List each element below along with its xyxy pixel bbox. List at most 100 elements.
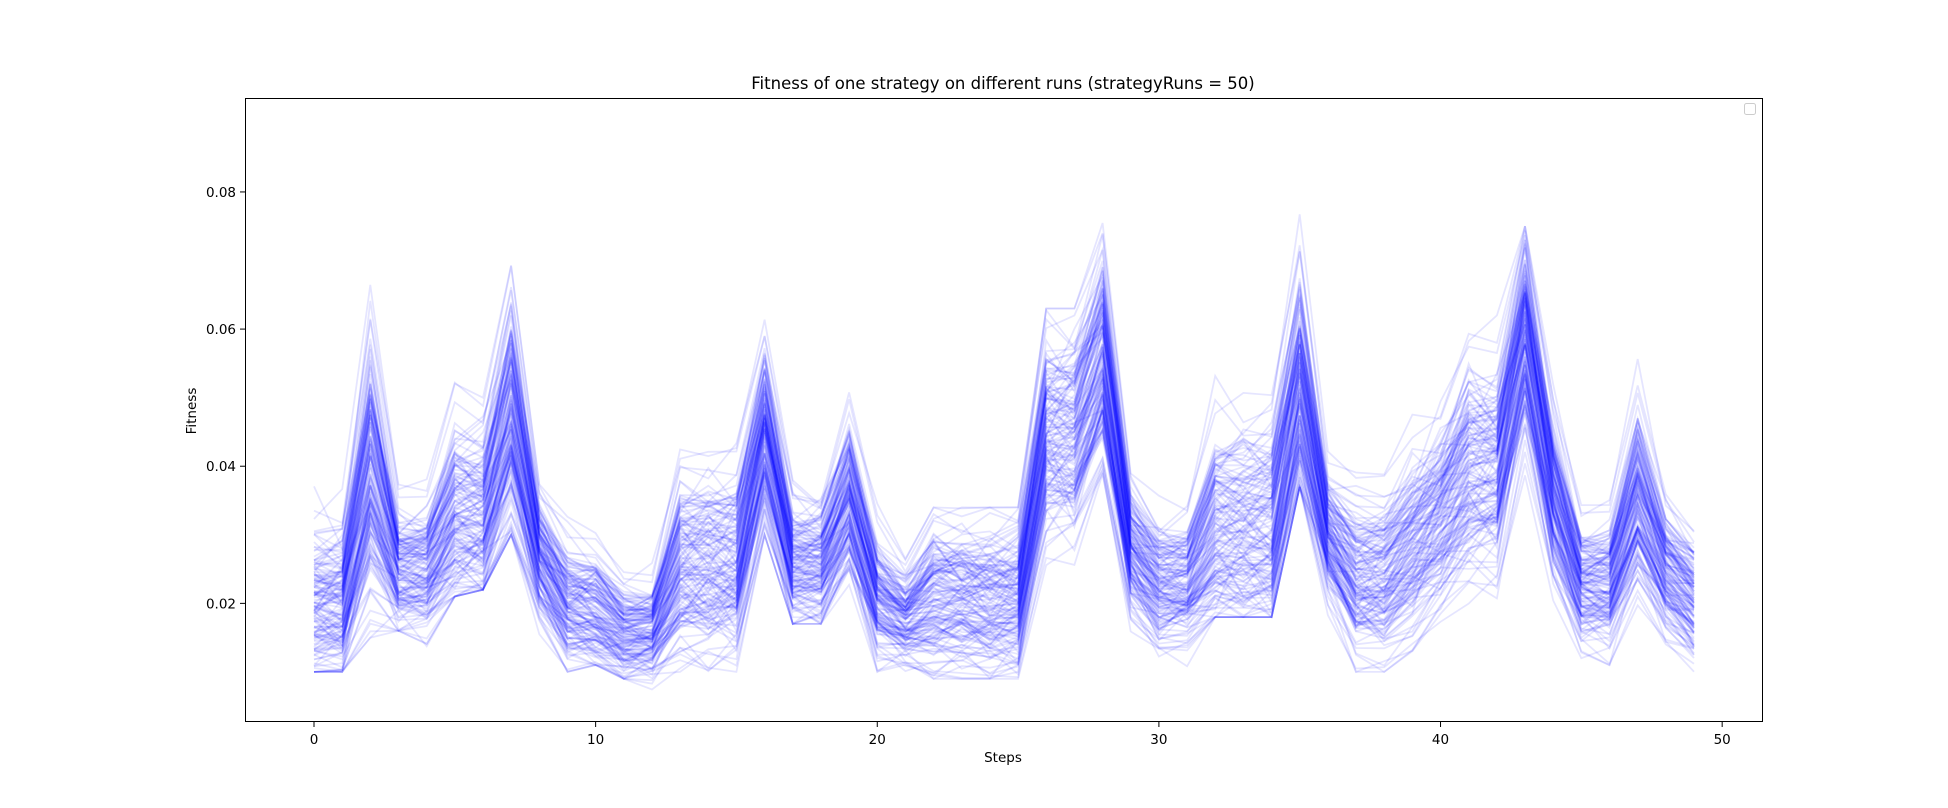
run-line: [313, 290, 1695, 634]
run-line: [313, 280, 1695, 613]
run-line: [313, 234, 1695, 586]
y-tick-label: 0.06: [206, 322, 236, 338]
x-tick-label: 30: [1150, 732, 1167, 748]
x-axis-label: Steps: [984, 750, 1022, 766]
run-line: [313, 324, 1695, 636]
run-line: [313, 266, 1695, 604]
run-line: [313, 283, 1695, 621]
run-line: [313, 239, 1695, 606]
chart-title: Fitness of one strategy on different run…: [751, 74, 1254, 93]
run-line: [313, 226, 1695, 597]
run-line: [313, 315, 1695, 621]
run-line: [313, 400, 1695, 668]
run-line: [313, 294, 1695, 612]
run-line: [313, 300, 1695, 616]
run-line: [313, 385, 1695, 656]
run-line: [313, 311, 1695, 630]
run-line: [313, 349, 1695, 647]
run-line: [313, 263, 1695, 617]
run-line: [313, 361, 1695, 652]
run-line: [313, 356, 1695, 656]
run-line: [313, 286, 1695, 613]
run-line: [313, 242, 1695, 616]
run-line: [313, 302, 1695, 614]
run-line: [313, 388, 1695, 666]
run-line: [313, 390, 1695, 665]
run-line: [313, 239, 1695, 601]
run-line: [313, 342, 1695, 624]
run-line: [313, 274, 1695, 619]
legend-box: [1744, 103, 1756, 115]
x-tick-label: 10: [587, 732, 604, 748]
run-line: [313, 247, 1695, 613]
run-line: [313, 295, 1695, 618]
run-line: [313, 270, 1695, 608]
run-line: [313, 369, 1695, 648]
run-line: [314, 426, 1695, 680]
run-line: [313, 344, 1695, 655]
run-line: [313, 324, 1695, 634]
run-line: [313, 291, 1695, 644]
run-line: [313, 399, 1695, 685]
run-line: [313, 297, 1695, 632]
run-line: [313, 287, 1695, 605]
run-line: [313, 321, 1695, 630]
run-line: [313, 311, 1695, 621]
x-tick-label: 40: [1432, 732, 1449, 748]
run-line: [313, 373, 1695, 662]
run-line: [313, 379, 1695, 669]
run-line: [313, 344, 1695, 648]
run-line: [313, 389, 1695, 658]
run-line: [313, 265, 1695, 611]
run-line: [313, 311, 1695, 639]
run-line: [313, 359, 1695, 652]
run-line: [313, 286, 1695, 621]
run-line: [313, 300, 1695, 623]
run-line: [313, 329, 1695, 644]
run-line: [313, 369, 1695, 640]
run-line: [313, 225, 1695, 577]
run-line: [313, 386, 1695, 676]
run-line: [313, 292, 1695, 616]
run-line: [313, 280, 1695, 616]
run-line: [313, 351, 1695, 652]
run-line: [313, 370, 1695, 651]
run-line: [313, 300, 1695, 642]
run-line: [313, 343, 1695, 653]
run-line: [313, 375, 1695, 647]
run-line: [313, 320, 1695, 621]
run-line: [313, 300, 1695, 622]
run-line: [313, 367, 1695, 664]
run-line: [313, 396, 1695, 657]
run-line: [313, 378, 1695, 670]
run-line: [313, 329, 1695, 641]
run-line: [313, 372, 1695, 660]
run-line: [313, 300, 1695, 624]
run-line: [313, 341, 1695, 651]
run-line: [313, 360, 1695, 648]
plot-area-frame: [245, 98, 1763, 722]
run-line: [314, 466, 1695, 680]
run-line: [313, 364, 1695, 653]
run-line: [313, 390, 1695, 666]
run-line: [313, 317, 1695, 634]
run-line: [313, 304, 1695, 633]
y-axis-label: Fitness: [184, 388, 200, 435]
run-line: [313, 373, 1695, 648]
run-line: [313, 404, 1695, 653]
y-tick-label: 0.04: [206, 459, 236, 475]
run-line: [314, 451, 1695, 679]
run-line: [313, 298, 1695, 625]
run-line: [313, 296, 1695, 616]
run-line: [313, 275, 1695, 612]
run-line: [313, 332, 1695, 640]
run-line: [313, 230, 1695, 597]
x-tick-label: 20: [869, 732, 886, 748]
run-line: [313, 352, 1695, 651]
run-line: [313, 303, 1695, 635]
run-line: [313, 273, 1695, 600]
run-line: [313, 304, 1695, 629]
run-line: [313, 264, 1695, 617]
run-line: [313, 292, 1695, 616]
